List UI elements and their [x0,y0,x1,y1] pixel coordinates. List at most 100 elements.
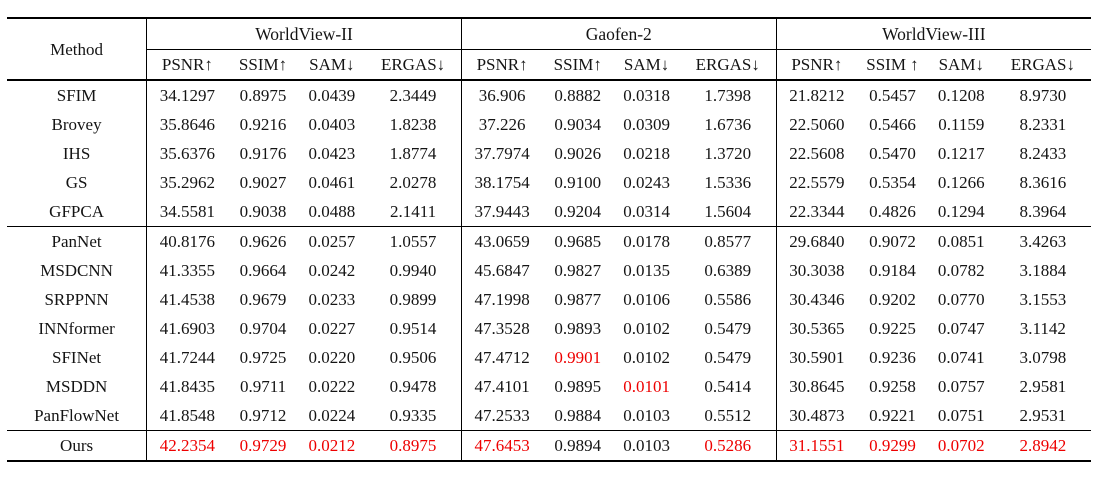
metric-header: ERGAS↓ [994,49,1091,81]
value-cell: 0.9204 [542,197,614,227]
value-cell: 0.9225 [869,319,916,338]
value-cell: 0.9072 [869,232,916,251]
value-cell: 43.0659 [474,232,530,251]
value-cell: 0.9884 [542,401,614,431]
value-cell: 0.9258 [869,377,916,396]
value-cell: 30.3038 [789,261,845,280]
value-cell: 0.0309 [623,115,670,134]
value-cell: 0.4826 [857,197,928,227]
value-cell: 1.6736 [679,110,777,139]
value-cell: 0.9894 [554,436,602,455]
value-cell: 0.9712 [227,401,299,431]
value-cell: 0.9236 [869,348,916,367]
value-cell: 8.3964 [994,197,1091,227]
value-cell: 0.9034 [554,115,602,134]
metric-header: PSNR↑ [461,49,543,81]
value-cell: 0.0233 [308,290,356,309]
value-cell: 8.2433 [1019,144,1067,163]
value-cell: 0.0103 [623,436,670,455]
method-cell: IHS [7,139,148,168]
value-cell: 30.5365 [789,319,845,338]
method-cell: MSDDN [7,372,148,401]
table-row: PanNet 40.8176 0.9626 0.0257 1.0557 43.0659 0.… [7,226,1091,256]
value-cell: 0.9685 [554,232,602,251]
value-cell: 0.9893 [554,319,602,338]
value-cell: 0.9940 [365,256,462,285]
method-column-header: Method [7,18,148,81]
value-cell: 0.8975 [239,86,287,105]
method-cell: GS [7,168,148,197]
value-cell: 0.5466 [869,115,916,134]
value-cell: 34.5581 [146,197,228,227]
method-cell: GFPCA [7,197,148,227]
value-cell: 0.0102 [623,319,670,338]
value-cell: 3.1142 [1019,319,1066,338]
value-cell: 0.9335 [365,401,462,431]
value-cell: 22.3344 [776,197,858,227]
value-cell: 0.8882 [554,86,602,105]
value-cell: 0.0101 [623,377,670,396]
value-cell: 37.7974 [474,144,530,163]
table-body: SFIM 34.1297 0.8975 0.0439 2.3449 36.906 0.888… [7,80,1091,461]
value-cell: 0.9299 [869,436,916,455]
value-cell: 0.5479 [679,314,777,343]
value-cell: 0.0106 [623,290,670,309]
value-cell: 30.8645 [789,377,845,396]
value-cell: 0.6389 [679,256,777,285]
value-cell: 47.2533 [461,401,543,431]
value-cell: 0.0218 [623,144,670,163]
value-cell: 2.0278 [365,168,462,197]
method-cell: INNformer [7,314,148,343]
value-cell: 2.8942 [1019,436,1067,455]
value-cell: 34.1297 [159,86,215,105]
value-cell: 47.4712 [474,348,530,367]
value-cell: 0.9679 [239,290,287,309]
method-cell: MSDCNN [7,256,148,285]
value-cell: 0.9729 [239,436,287,455]
table-header: Method WorldView-II Gaofen-2 WorldView-III… [7,18,1091,81]
value-cell: 0.0851 [937,232,985,251]
value-cell: 0.8577 [679,226,777,256]
value-cell: 0.9877 [554,290,602,309]
metric-header: SAM↓ [298,49,366,81]
value-cell: 30.4346 [789,290,845,309]
value-cell: 47.4101 [474,377,530,396]
value-cell: 0.0439 [308,86,356,105]
method-cell: Ours [7,430,148,461]
value-cell: 41.8548 [146,401,228,431]
value-cell: 1.8238 [365,110,462,139]
table-row: INNformer 41.6903 0.9704 0.0227 0.9514 47.352… [7,314,1091,343]
value-cell: 0.1208 [937,86,985,105]
value-cell: 41.7244 [159,348,215,367]
value-cell: 30.4873 [776,401,858,431]
dataset-header-row: Method WorldView-II Gaofen-2 WorldView-III [7,18,1091,81]
value-cell: 22.5060 [789,115,845,134]
value-cell: 0.5470 [869,144,916,163]
value-cell: 0.1159 [938,115,985,134]
metric-header: ERGAS↓ [365,49,462,81]
dataset-header: Gaofen-2 [461,18,777,50]
metric-header-row: PSNR↑ SSIM↑ SAM↓ ERGAS↓ PSNR↑ SSIM↑ SAM↓ ERGAS↓… [7,49,1091,81]
value-cell: 0.9664 [239,261,287,280]
value-cell: 0.0770 [937,290,985,309]
value-cell: 0.1266 [937,173,985,192]
value-cell: 0.9704 [239,319,287,338]
metric-header: SAM↓ [927,49,995,81]
metric-header: SSIM ↑ [857,49,928,81]
value-cell: 0.1294 [927,197,995,227]
value-cell: 0.0403 [308,115,356,134]
value-cell: 0.1217 [937,144,985,163]
value-cell: 0.0757 [937,377,985,396]
value-cell: 35.2962 [159,173,215,192]
value-cell: 37.226 [478,115,526,134]
value-cell: 0.0135 [623,261,670,280]
value-cell: 0.9827 [554,261,602,280]
value-cell: 22.5579 [789,173,845,192]
method-cell: PanFlowNet [7,401,148,431]
value-cell: 3.4263 [1019,232,1067,251]
metric-header: SAM↓ [613,49,680,81]
value-cell: 35.8646 [159,115,215,134]
value-cell: 0.5286 [679,430,777,461]
value-cell: 0.9100 [554,173,602,192]
